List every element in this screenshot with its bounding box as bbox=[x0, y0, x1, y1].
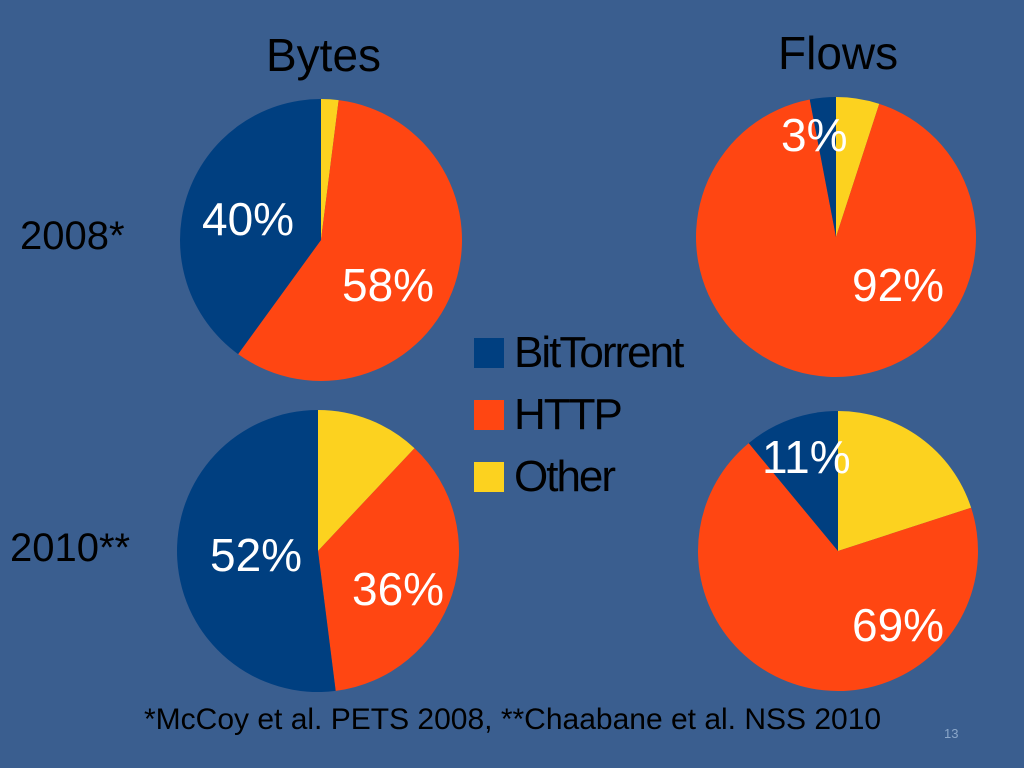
pie-slice-bytes-2010-other bbox=[318, 410, 415, 551]
pie-slice-flows-2010-other bbox=[838, 411, 972, 551]
pie-slice-flows-2008-http bbox=[696, 99, 977, 378]
data-label-bytes-2008-http: 58% bbox=[342, 259, 435, 311]
data-label-flows-2010-bittorrent: 11% bbox=[762, 431, 851, 483]
data-label-bytes-2010-http: 36% bbox=[352, 563, 445, 615]
pie-slice-flows-2008-bittorrent bbox=[809, 97, 836, 237]
pie-slice-bytes-2010-bittorrent bbox=[177, 410, 336, 692]
slide-number: 13 bbox=[944, 726, 959, 741]
pie-slice-bytes-2010-http bbox=[318, 448, 459, 691]
citation: *McCoy et al. PETS 2008, **Chaabane et a… bbox=[144, 703, 882, 736]
column-title-bytes: Bytes bbox=[266, 29, 382, 81]
legend-label-bittorrent: BitTorrent bbox=[514, 328, 684, 377]
legend-swatch-other bbox=[474, 462, 504, 492]
pie-slice-flows-2008-other bbox=[836, 96, 880, 237]
pie-slice-flows-2010-http bbox=[698, 443, 979, 692]
legend-label-other: Other bbox=[514, 452, 616, 501]
data-label-flows-2008-bittorrent: 3% bbox=[781, 109, 848, 161]
row-label-2010: 2010** bbox=[10, 526, 131, 570]
pie-slice-bytes-2008-other bbox=[321, 99, 339, 240]
data-label-flows-2010-http: 69% bbox=[852, 599, 945, 651]
legend: BitTorrent HTTP Other bbox=[474, 322, 684, 508]
row-label-2008: 2008* bbox=[20, 214, 125, 258]
data-label-bytes-2010-bittorrent: 52% bbox=[210, 529, 303, 581]
legend-item-http: HTTP bbox=[474, 384, 682, 446]
legend-item-other: Other bbox=[474, 446, 682, 508]
legend-item-bittorrent: BitTorrent bbox=[474, 322, 684, 384]
legend-swatch-bittorrent bbox=[474, 338, 504, 368]
legend-swatch-http bbox=[474, 400, 504, 430]
column-title-flows: Flows bbox=[778, 27, 899, 79]
legend-label-http: HTTP bbox=[514, 390, 623, 439]
pie-slice-flows-2010-bittorrent bbox=[748, 411, 838, 551]
pie-slice-bytes-2008-bittorrent bbox=[179, 99, 321, 355]
data-label-flows-2008-http: 92% bbox=[852, 259, 945, 311]
pie-slice-bytes-2008-http bbox=[238, 100, 462, 381]
data-label-bytes-2008-bittorrent: 40% bbox=[202, 193, 295, 245]
